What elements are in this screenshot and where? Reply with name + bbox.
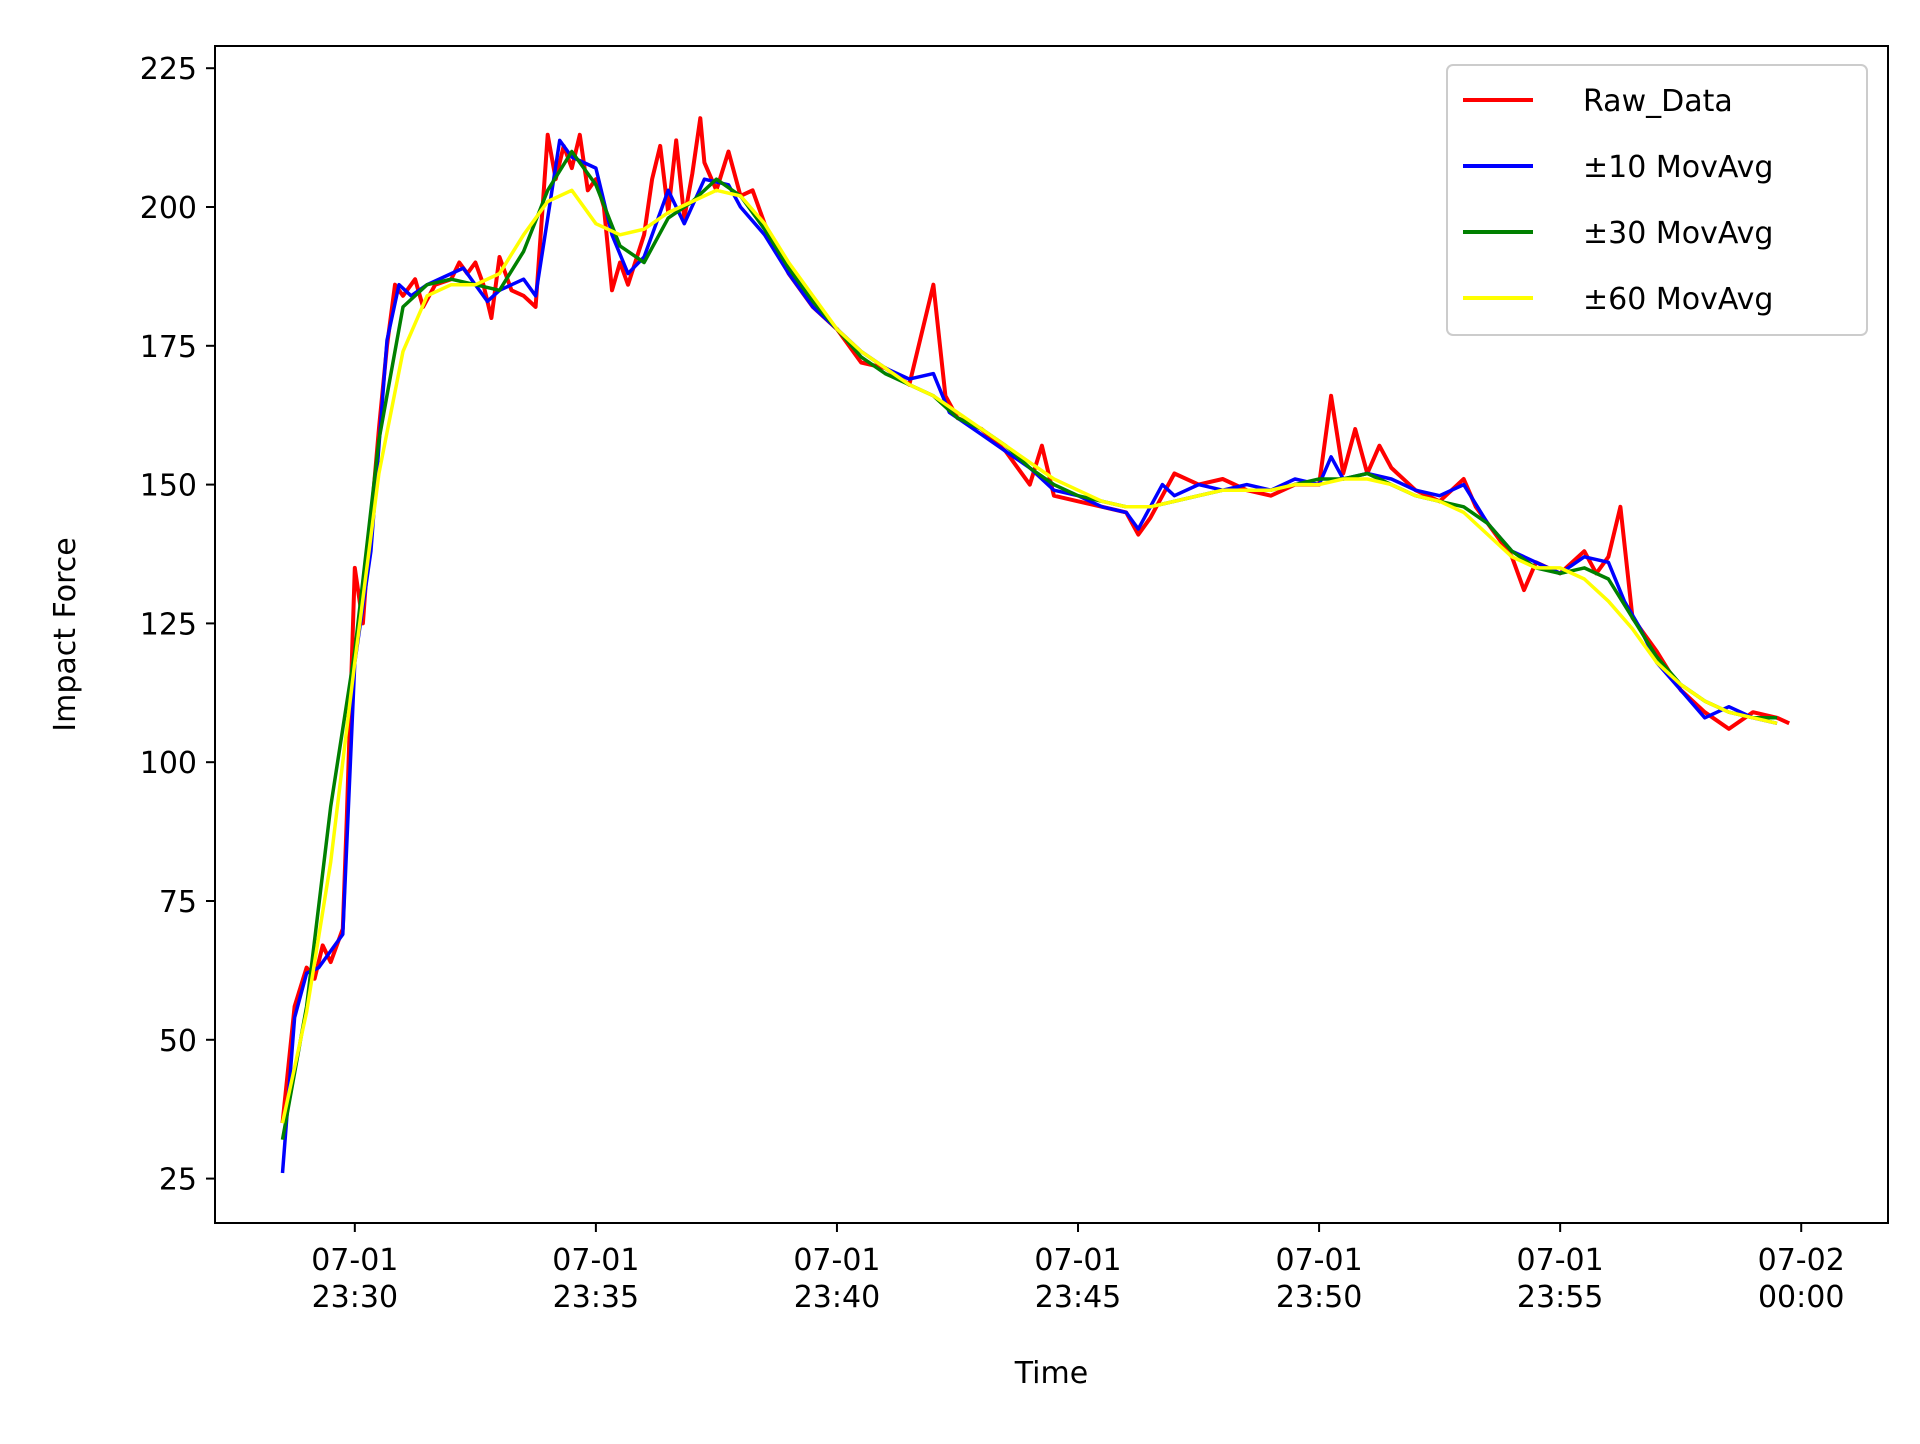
x-tick-label: 07-01 [1517, 1243, 1604, 1278]
legend-label: Raw_Data [1583, 84, 1733, 119]
y-tick-label: 100 [140, 746, 197, 781]
y-tick-label: 150 [140, 469, 197, 504]
x-tick-label: 23:35 [553, 1280, 639, 1315]
x-tick-label: 23:30 [312, 1280, 398, 1315]
legend-label: ±60 MovAvg [1583, 282, 1773, 317]
y-tick-label: 200 [140, 191, 197, 226]
y-tick-label: 225 [140, 52, 197, 87]
x-tick-label: 00:00 [1758, 1280, 1844, 1315]
x-tick-label: 07-01 [1034, 1243, 1121, 1278]
legend-label: ±30 MovAvg [1583, 216, 1773, 251]
legend-label: ±10 MovAvg [1583, 150, 1773, 185]
plot-area [280, 116, 1791, 1174]
x-tick-label: 23:45 [1035, 1280, 1121, 1315]
legend-box [1446, 64, 1868, 336]
y-tick-label: 125 [140, 607, 197, 642]
x-tick-label: 07-01 [552, 1243, 639, 1278]
x-tick-label: 23:50 [1276, 1280, 1362, 1315]
x-tick-label: 23:55 [1517, 1280, 1603, 1315]
series-line-3 [280, 188, 1778, 1124]
legend: Raw_Data ±10 MovAvg ±30 MovAvg ±60 MovAvg [1446, 64, 1868, 336]
y-tick-label: 25 [159, 1163, 197, 1198]
axes: 25507510012515017520022507-0123:3007-012… [140, 45, 1889, 1315]
plot-frame [214, 45, 1889, 1224]
x-tick-label: 07-02 [1758, 1243, 1845, 1278]
y-tick-label: 75 [159, 885, 197, 920]
x-tick-label: 07-01 [311, 1243, 398, 1278]
x-tick-label: 07-01 [1275, 1243, 1362, 1278]
y-axis-title: Impact Force [48, 537, 83, 731]
x-axis-title: Time [1014, 1356, 1088, 1391]
y-tick-label: 175 [140, 330, 197, 365]
x-tick-label: 23:40 [794, 1280, 880, 1315]
x-tick-label: 07-01 [793, 1243, 880, 1278]
y-tick-label: 50 [159, 1024, 197, 1059]
